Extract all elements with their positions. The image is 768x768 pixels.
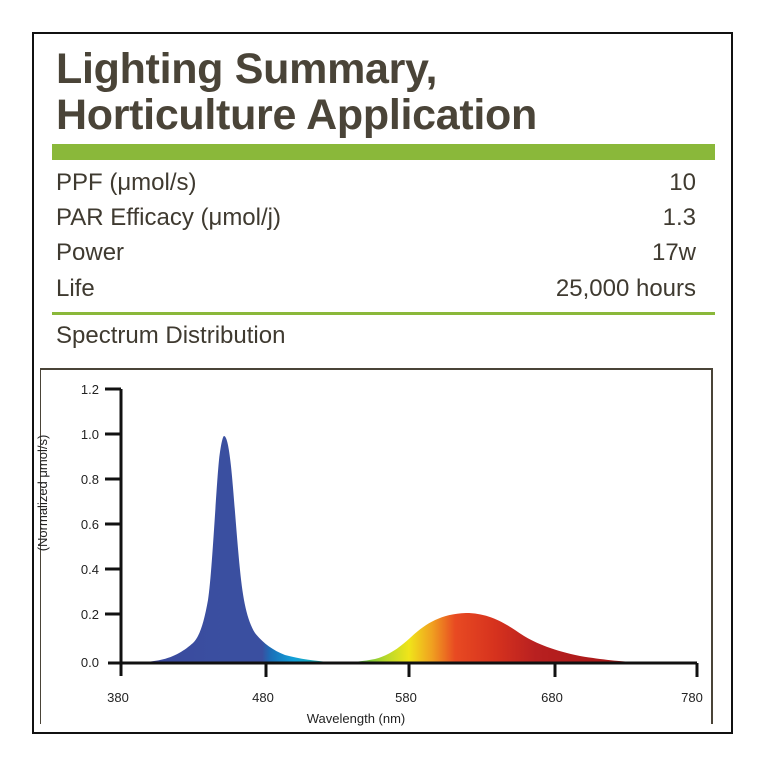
title-line-1: Lighting Summary, bbox=[56, 45, 438, 93]
x-axis-ticks bbox=[264, 663, 699, 677]
spec-value: 25,000 hours bbox=[555, 275, 696, 302]
spec-label: Life bbox=[56, 275, 95, 302]
y-tick-label: 1.2 bbox=[81, 382, 99, 397]
x-tick-label: 680 bbox=[541, 690, 563, 705]
divider-line bbox=[52, 312, 715, 315]
x-axis-label: Wavelength (nm) bbox=[307, 711, 406, 726]
accent-bar bbox=[52, 144, 715, 160]
section-title: Spectrum Distribution bbox=[56, 322, 286, 349]
y-tick-label: 0.0 bbox=[81, 655, 99, 670]
y-tick-label: 0.6 bbox=[81, 517, 99, 532]
spectrum-chart-frame bbox=[40, 368, 713, 724]
y-tick-label: 1.0 bbox=[81, 427, 99, 442]
y-axis-label: (Normalized μmol/s) bbox=[35, 435, 50, 552]
x-tick-label: 780 bbox=[681, 690, 703, 705]
spec-row-power: Power 17w bbox=[56, 235, 696, 271]
spec-value: 1.3 bbox=[662, 204, 696, 231]
title-line-2: Horticulture Application bbox=[56, 91, 537, 139]
spec-value: 17w bbox=[651, 239, 696, 266]
y-tick-label: 0.2 bbox=[81, 607, 99, 622]
x-tick-label: 580 bbox=[395, 690, 417, 705]
spec-label: PPF (μmol/s) bbox=[56, 169, 197, 196]
spectrum-area bbox=[121, 436, 650, 663]
y-axis-ticks bbox=[105, 387, 121, 616]
spec-value: 10 bbox=[669, 169, 696, 196]
spec-row-ppf: PPF (μmol/s) 10 bbox=[56, 165, 696, 201]
spec-label: PAR Efficacy (μmol/j) bbox=[56, 204, 281, 231]
spec-label: Power bbox=[56, 239, 125, 266]
spec-row-par-efficacy: PAR Efficacy (μmol/j) 1.3 bbox=[56, 200, 696, 236]
y-tick-label: 0.8 bbox=[81, 472, 99, 487]
lighting-summary-card: Lighting Summary, Horticulture Applicati… bbox=[32, 32, 733, 734]
x-tick-label: 380 bbox=[107, 690, 129, 705]
x-tick-label: 480 bbox=[252, 690, 274, 705]
spec-row-life: Life 25,000 hours bbox=[56, 271, 696, 307]
y-tick-label: 0.4 bbox=[81, 562, 99, 577]
page-title: Lighting Summary, Horticulture Applicati… bbox=[56, 46, 537, 138]
